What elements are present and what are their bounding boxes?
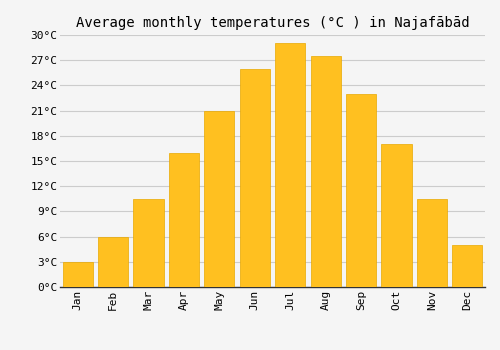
Bar <box>417 199 447 287</box>
Title: Average monthly temperatures (°C ) in Najafābād: Average monthly temperatures (°C ) in Na… <box>76 16 469 30</box>
Bar <box>204 111 234 287</box>
Bar <box>382 144 412 287</box>
Bar <box>134 199 164 287</box>
Bar <box>240 69 270 287</box>
Bar <box>169 153 199 287</box>
Bar <box>98 237 128 287</box>
Bar <box>310 56 340 287</box>
Bar <box>452 245 482 287</box>
Bar <box>346 94 376 287</box>
Bar <box>62 262 93 287</box>
Bar <box>275 43 306 287</box>
